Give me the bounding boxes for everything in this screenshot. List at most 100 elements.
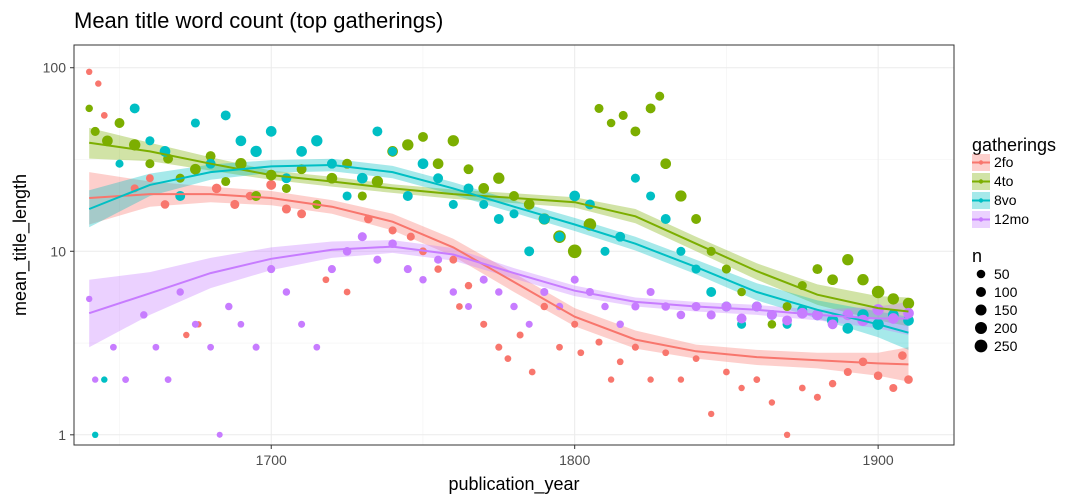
data-point-12mo	[510, 302, 518, 311]
data-point-4to	[251, 191, 262, 201]
data-point-12mo	[601, 302, 609, 311]
data-point-2fo	[738, 384, 745, 392]
data-point-2fo	[723, 368, 730, 376]
data-point-12mo	[216, 431, 223, 438]
data-point-4to	[90, 126, 100, 136]
data-point-8vo	[660, 214, 671, 224]
data-point-4to	[887, 293, 899, 305]
legend-color-title: gatherings	[972, 135, 1056, 155]
data-point-2fo	[95, 80, 102, 87]
data-point-4to	[402, 139, 414, 151]
data-point-2fo	[495, 343, 503, 351]
data-point-8vo	[311, 135, 323, 147]
data-point-4to	[493, 172, 505, 184]
legend-size-label: 50	[994, 266, 1010, 282]
data-point-4to	[618, 110, 628, 120]
legend-size-title: n	[972, 246, 982, 266]
data-point-8vo	[250, 145, 262, 158]
data-point-4to	[567, 244, 582, 259]
data-point-2fo	[616, 358, 624, 366]
data-point-12mo	[110, 343, 117, 351]
data-point-2fo	[464, 281, 473, 290]
data-point-8vo	[91, 431, 99, 439]
data-point-12mo	[646, 287, 655, 297]
x-tick-label: 1900	[863, 452, 894, 468]
data-point-12mo	[357, 232, 367, 242]
data-point-4to	[102, 135, 113, 147]
data-point-4to	[606, 118, 616, 128]
legend-size-dot	[974, 339, 988, 353]
data-point-8vo	[175, 191, 186, 201]
data-point-4to	[478, 183, 490, 194]
data-point-2fo	[843, 367, 852, 377]
data-point-12mo	[903, 307, 914, 319]
y-axis-title: mean_title_length	[10, 174, 31, 316]
data-point-12mo	[570, 275, 579, 284]
data-point-8vo	[630, 173, 640, 183]
data-point-12mo	[176, 288, 184, 296]
grid	[74, 45, 954, 445]
data-point-12mo	[237, 320, 245, 328]
data-point-4to	[675, 190, 687, 202]
data-point-4to	[827, 274, 838, 286]
legend-size-dot	[976, 287, 986, 297]
data-point-2fo	[607, 376, 615, 383]
x-tick-label: 1800	[559, 452, 590, 468]
data-point-2fo	[230, 199, 240, 209]
data-point-2fo	[100, 112, 108, 119]
data-point-8vo	[265, 126, 277, 137]
data-point-12mo	[449, 288, 458, 296]
legend-size-label: 250	[994, 338, 1018, 354]
data-point-2fo	[798, 384, 806, 392]
data-point-2fo	[516, 331, 524, 339]
smooth-line-4to	[89, 141, 909, 313]
smooth-line-12mo	[88, 245, 909, 320]
y-tick-label: 10	[50, 243, 66, 259]
data-point-8vo	[569, 190, 581, 202]
data-point-12mo	[91, 376, 99, 383]
data-point-12mo	[540, 287, 549, 297]
data-point-4to	[842, 254, 854, 266]
data-point-2fo	[145, 174, 154, 183]
data-point-4to	[463, 164, 474, 175]
data-point-12mo	[403, 265, 412, 274]
data-point-8vo	[342, 191, 352, 201]
data-point-4to	[660, 158, 672, 170]
data-point-12mo	[676, 310, 686, 320]
data-point-2fo	[528, 368, 536, 376]
data-point-8vo	[493, 214, 504, 224]
data-point-2fo	[707, 410, 715, 418]
legend-label-2fo: 2fo	[994, 154, 1014, 170]
data-point-8vo	[600, 246, 610, 256]
chart-title: Mean title word count (top gatherings)	[74, 8, 443, 33]
data-point-12mo	[313, 343, 321, 351]
data-point-8vo	[479, 199, 489, 209]
data-point-2fo	[904, 375, 913, 384]
data-point-12mo	[872, 304, 884, 316]
data-point-2fo	[571, 320, 579, 328]
data-point-8vo	[463, 183, 474, 194]
data-point-4to	[418, 131, 428, 142]
data-point-4to	[594, 103, 604, 113]
data-point-8vo	[388, 146, 398, 156]
data-point-8vo	[296, 146, 307, 157]
data-point-12mo	[207, 343, 214, 351]
data-point-4to	[281, 183, 291, 193]
x-tick-label: 1700	[256, 452, 287, 468]
data-point-4to	[691, 214, 702, 224]
y-tick-label: 100	[43, 60, 67, 76]
data-point-2fo	[898, 351, 907, 360]
data-point-2fo	[183, 331, 190, 339]
data-point-2fo	[85, 68, 93, 76]
data-point-4to	[655, 91, 665, 101]
data-point-2fo	[449, 255, 458, 264]
data-point-8vo	[433, 173, 444, 184]
smooth-line-8vo	[88, 163, 909, 334]
data-point-4to	[447, 135, 459, 147]
data-point-4to	[630, 126, 641, 137]
data-point-4to	[145, 159, 155, 169]
data-point-4to	[857, 274, 869, 286]
data-point-4to	[721, 264, 731, 274]
data-point-12mo	[298, 320, 306, 328]
legend-size-dot	[976, 269, 986, 279]
